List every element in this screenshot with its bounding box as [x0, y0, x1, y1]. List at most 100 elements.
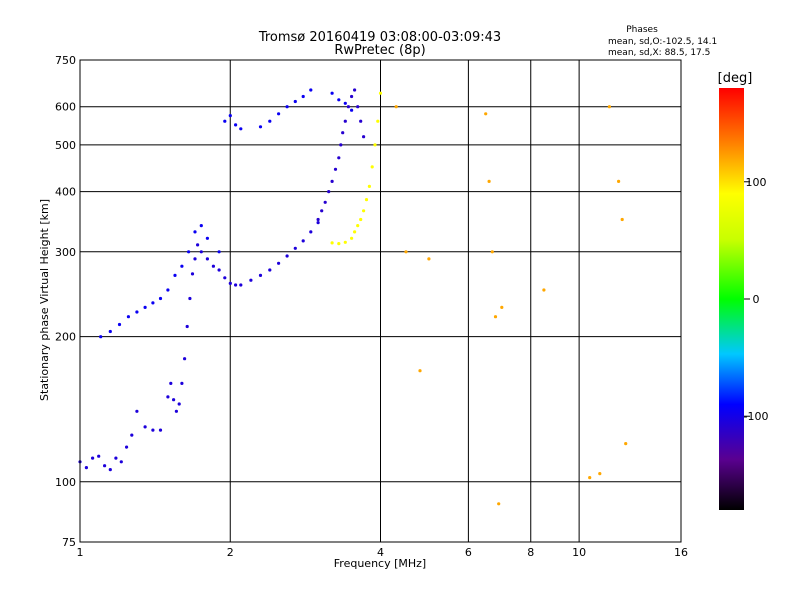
data-point	[350, 94, 354, 99]
data-point	[258, 273, 263, 277]
data-point	[394, 105, 398, 109]
data-point	[190, 272, 195, 276]
x-tick-label: 2	[227, 546, 234, 559]
data-point	[172, 398, 176, 402]
data-point	[330, 179, 334, 183]
data-point	[108, 329, 112, 334]
data-point	[350, 236, 354, 240]
data-point	[166, 288, 170, 292]
data-point	[293, 246, 297, 250]
data-point	[620, 217, 624, 222]
data-point	[367, 184, 371, 188]
x-axis-label: Frequency [MHz]	[334, 557, 426, 570]
data-point	[341, 131, 345, 135]
data-point	[217, 250, 221, 254]
data-point	[588, 476, 592, 480]
data-point	[108, 468, 112, 472]
data-point	[362, 209, 366, 213]
x-tick-label: 1	[77, 546, 84, 559]
data-point	[99, 335, 103, 339]
chart-title: Tromsø 20160419 03:08:00-03:09:43	[258, 30, 501, 45]
data-point	[301, 94, 305, 99]
data-point	[346, 105, 350, 109]
data-point	[205, 257, 209, 261]
data-point	[542, 288, 546, 292]
data-point	[343, 101, 347, 105]
data-point	[173, 273, 177, 277]
data-point	[356, 105, 360, 109]
y-tick-labels: 75 100 200 300 400 500 600 750	[55, 54, 76, 549]
data-point	[277, 261, 281, 265]
data-point	[320, 209, 324, 213]
data-point	[316, 221, 320, 225]
data-point	[624, 442, 628, 446]
data-point	[239, 127, 243, 131]
data-point	[337, 98, 341, 102]
colorbar-tick-label: -100	[744, 410, 769, 423]
data-point	[598, 472, 602, 476]
data-point	[373, 143, 377, 147]
data-point	[249, 278, 253, 282]
data-point	[343, 240, 347, 244]
y-tick-label: 750	[55, 54, 76, 67]
data-point	[196, 243, 200, 247]
x-tick-labels: 1 2 4 6 8 10 16	[77, 546, 689, 559]
data-point	[151, 428, 155, 432]
data-point	[258, 125, 263, 129]
data-point	[143, 305, 147, 309]
data-point	[617, 179, 621, 183]
data-point	[217, 268, 221, 272]
y-tick-label: 75	[62, 536, 76, 549]
data-point	[130, 433, 134, 437]
data-point	[497, 502, 501, 506]
data-point	[126, 315, 130, 319]
x-tick-label: 4	[377, 546, 384, 559]
colorbar-ticks: 100 0 -100	[744, 176, 769, 423]
data-point	[188, 296, 192, 301]
data-point	[119, 460, 123, 464]
data-point	[135, 310, 139, 314]
y-tick-label: 300	[55, 246, 76, 259]
phases-line-o: mean, sd,O:-102.5, 14.1	[608, 37, 717, 47]
data-point	[103, 464, 107, 468]
data-point	[337, 242, 341, 246]
data-point	[418, 369, 422, 373]
data-point	[376, 119, 380, 123]
data-point	[285, 105, 289, 109]
data-point	[91, 456, 95, 460]
data-point	[143, 425, 147, 429]
chart-subtitle: RwPretec (8p)	[334, 43, 425, 58]
data-point	[353, 88, 357, 92]
data-point	[343, 119, 347, 123]
data-point	[427, 257, 431, 261]
data-point	[114, 456, 118, 460]
data-point	[333, 167, 338, 171]
y-tick-label: 400	[55, 186, 76, 199]
data-point	[323, 200, 327, 204]
y-tick-label: 200	[55, 331, 76, 344]
data-point	[177, 402, 181, 406]
data-point	[205, 236, 209, 240]
data-point	[239, 283, 243, 287]
data-point	[490, 250, 494, 254]
data-point	[193, 230, 197, 234]
data-point	[125, 445, 129, 449]
data-point	[484, 112, 488, 116]
data-point	[370, 165, 374, 169]
data-point	[234, 283, 238, 287]
data-point	[350, 108, 354, 112]
data-point	[359, 119, 363, 123]
data-point	[327, 190, 331, 194]
plot-frame	[79, 59, 682, 543]
colorbar	[719, 88, 744, 510]
colorbar-label: [deg]	[718, 71, 753, 86]
data-point	[193, 257, 197, 261]
data-point	[285, 254, 289, 258]
data-point	[211, 264, 215, 268]
data-point	[228, 114, 232, 118]
data-point	[187, 250, 191, 254]
data-point	[223, 119, 227, 123]
data-point	[228, 281, 232, 285]
data-point	[223, 276, 227, 280]
y-tick-label: 100	[55, 476, 76, 489]
